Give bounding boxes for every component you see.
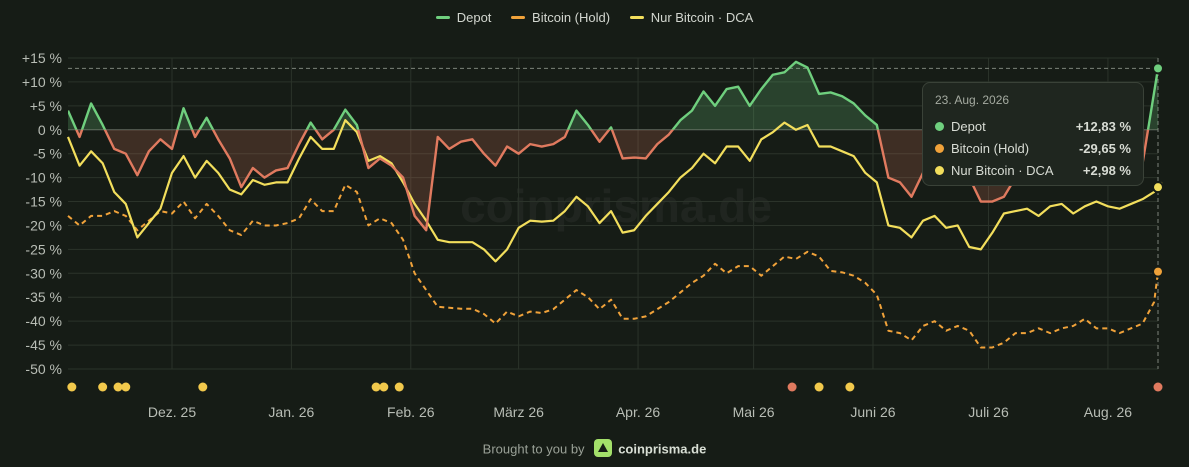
tooltip-row-dca: Nur Bitcoin · DCA +2,98 % [935,159,1131,181]
coinprisma-logo-icon[interactable] [594,439,613,457]
y-tick-label: -10 % [25,170,62,186]
event-marker-buy [67,382,77,392]
event-marker-buy [379,382,389,392]
tooltip-dot-depot [935,121,944,131]
x-tick-label: Mai 26 [733,404,775,420]
tooltip-date: 23. Aug. 2026 [935,93,1010,107]
x-tick-label: Jan. 26 [268,404,314,420]
tooltip-dot-hold [935,143,944,153]
legend-label-dca: Nur Bitcoin · DCA [650,10,754,25]
legend-label-depot: Depot [456,10,492,25]
event-marker-buy [845,382,855,392]
x-tick-label: Juni 26 [850,404,895,420]
tooltip-value-dca: +2,98 % [1082,162,1131,178]
x-tick-label: Feb. 26 [387,404,435,420]
footer-brand-link[interactable]: coinprisma.de [618,441,707,457]
y-tick-label: +15 % [22,50,62,66]
x-tick-label: Dez. 25 [148,404,196,420]
tooltip-value-hold: -29,65 % [1078,140,1131,156]
tooltip-row-hold: Bitcoin (Hold) -29,65 % [935,137,1131,159]
x-tick-label: März 26 [493,404,544,420]
y-tick-label: -30 % [25,265,62,281]
x-tick-label: Aug. 26 [1084,404,1132,420]
footer-prefix: Brought to you by [482,441,585,457]
event-marker-buy [814,382,824,392]
event-marker-buy [121,382,131,392]
hover-point-depot [1152,62,1164,75]
hover-tooltip: 23. Aug. 2026 Depot +12,83 % Bitcoin (Ho… [922,82,1144,186]
legend-swatch-dca [629,16,644,20]
tooltip-label-dca: Nur Bitcoin · DCA [951,162,1054,178]
y-tick-label: -40 % [25,313,62,329]
event-marker-buy [198,382,208,392]
y-tick-label: 0 % [38,122,62,138]
hover-markers [1152,62,1164,278]
tooltip-label-hold: Bitcoin (Hold) [951,140,1030,156]
y-tick-label: -25 % [25,241,62,257]
series-line-dca [66,119,1163,263]
tooltip-dot-dca [935,165,944,175]
y-tick-label: -50 % [25,361,62,377]
event-marker-sell [1153,382,1163,392]
event-markers[interactable] [67,382,1163,392]
y-tick-label: +10 % [22,74,62,90]
event-marker-buy [371,382,381,392]
legend-item-hold[interactable]: Bitcoin (Hold) [511,10,610,25]
event-marker-buy [113,382,123,392]
y-tick-label: +5 % [30,98,62,114]
y-tick-label: -45 % [25,337,62,353]
watermark: coinprisma.de [460,180,772,232]
x-tick-label: Juli 26 [968,404,1009,420]
y-tick-label: -15 % [25,194,62,210]
legend-swatch-depot [435,16,450,20]
grid [68,57,1159,370]
series-line-bitcoin-hold [67,183,1159,349]
legend-item-depot[interactable]: Depot [435,10,492,25]
event-marker-buy [98,382,108,392]
legend: Depot Bitcoin (Hold) Nur Bitcoin · DCA [0,10,1189,25]
series-line-depot-positive [68,60,1158,130]
tooltip-row-depot: Depot +12,83 % [935,115,1131,137]
legend-label-hold: Bitcoin (Hold) [532,10,611,25]
legend-item-dca[interactable]: Nur Bitcoin · DCA [629,10,754,25]
tooltip-label-depot: Depot [951,118,986,134]
y-axis-labels: +15 % +10 % +5 % 0 % -5 % -10 % -15 % -20 % -25 … [22,50,62,377]
y-tick-label: -20 % [25,217,62,233]
event-marker-sell [787,382,797,392]
x-axis-labels: Dez. 25 Jan. 26 Feb. 26 März 26 Apr. 26 Mai 2… [148,404,1132,420]
footer: Brought to you by coinprisma.de [0,439,1189,459]
hover-point-dca [1152,181,1164,194]
y-tick-label: -5 % [33,146,62,162]
tooltip-value-depot: +12,83 % [1075,118,1131,134]
legend-swatch-hold [511,16,526,20]
y-tick-label: -35 % [25,289,62,305]
event-marker-buy [394,382,404,392]
hover-point-hold [1152,265,1164,278]
x-tick-label: Apr. 26 [616,404,661,420]
